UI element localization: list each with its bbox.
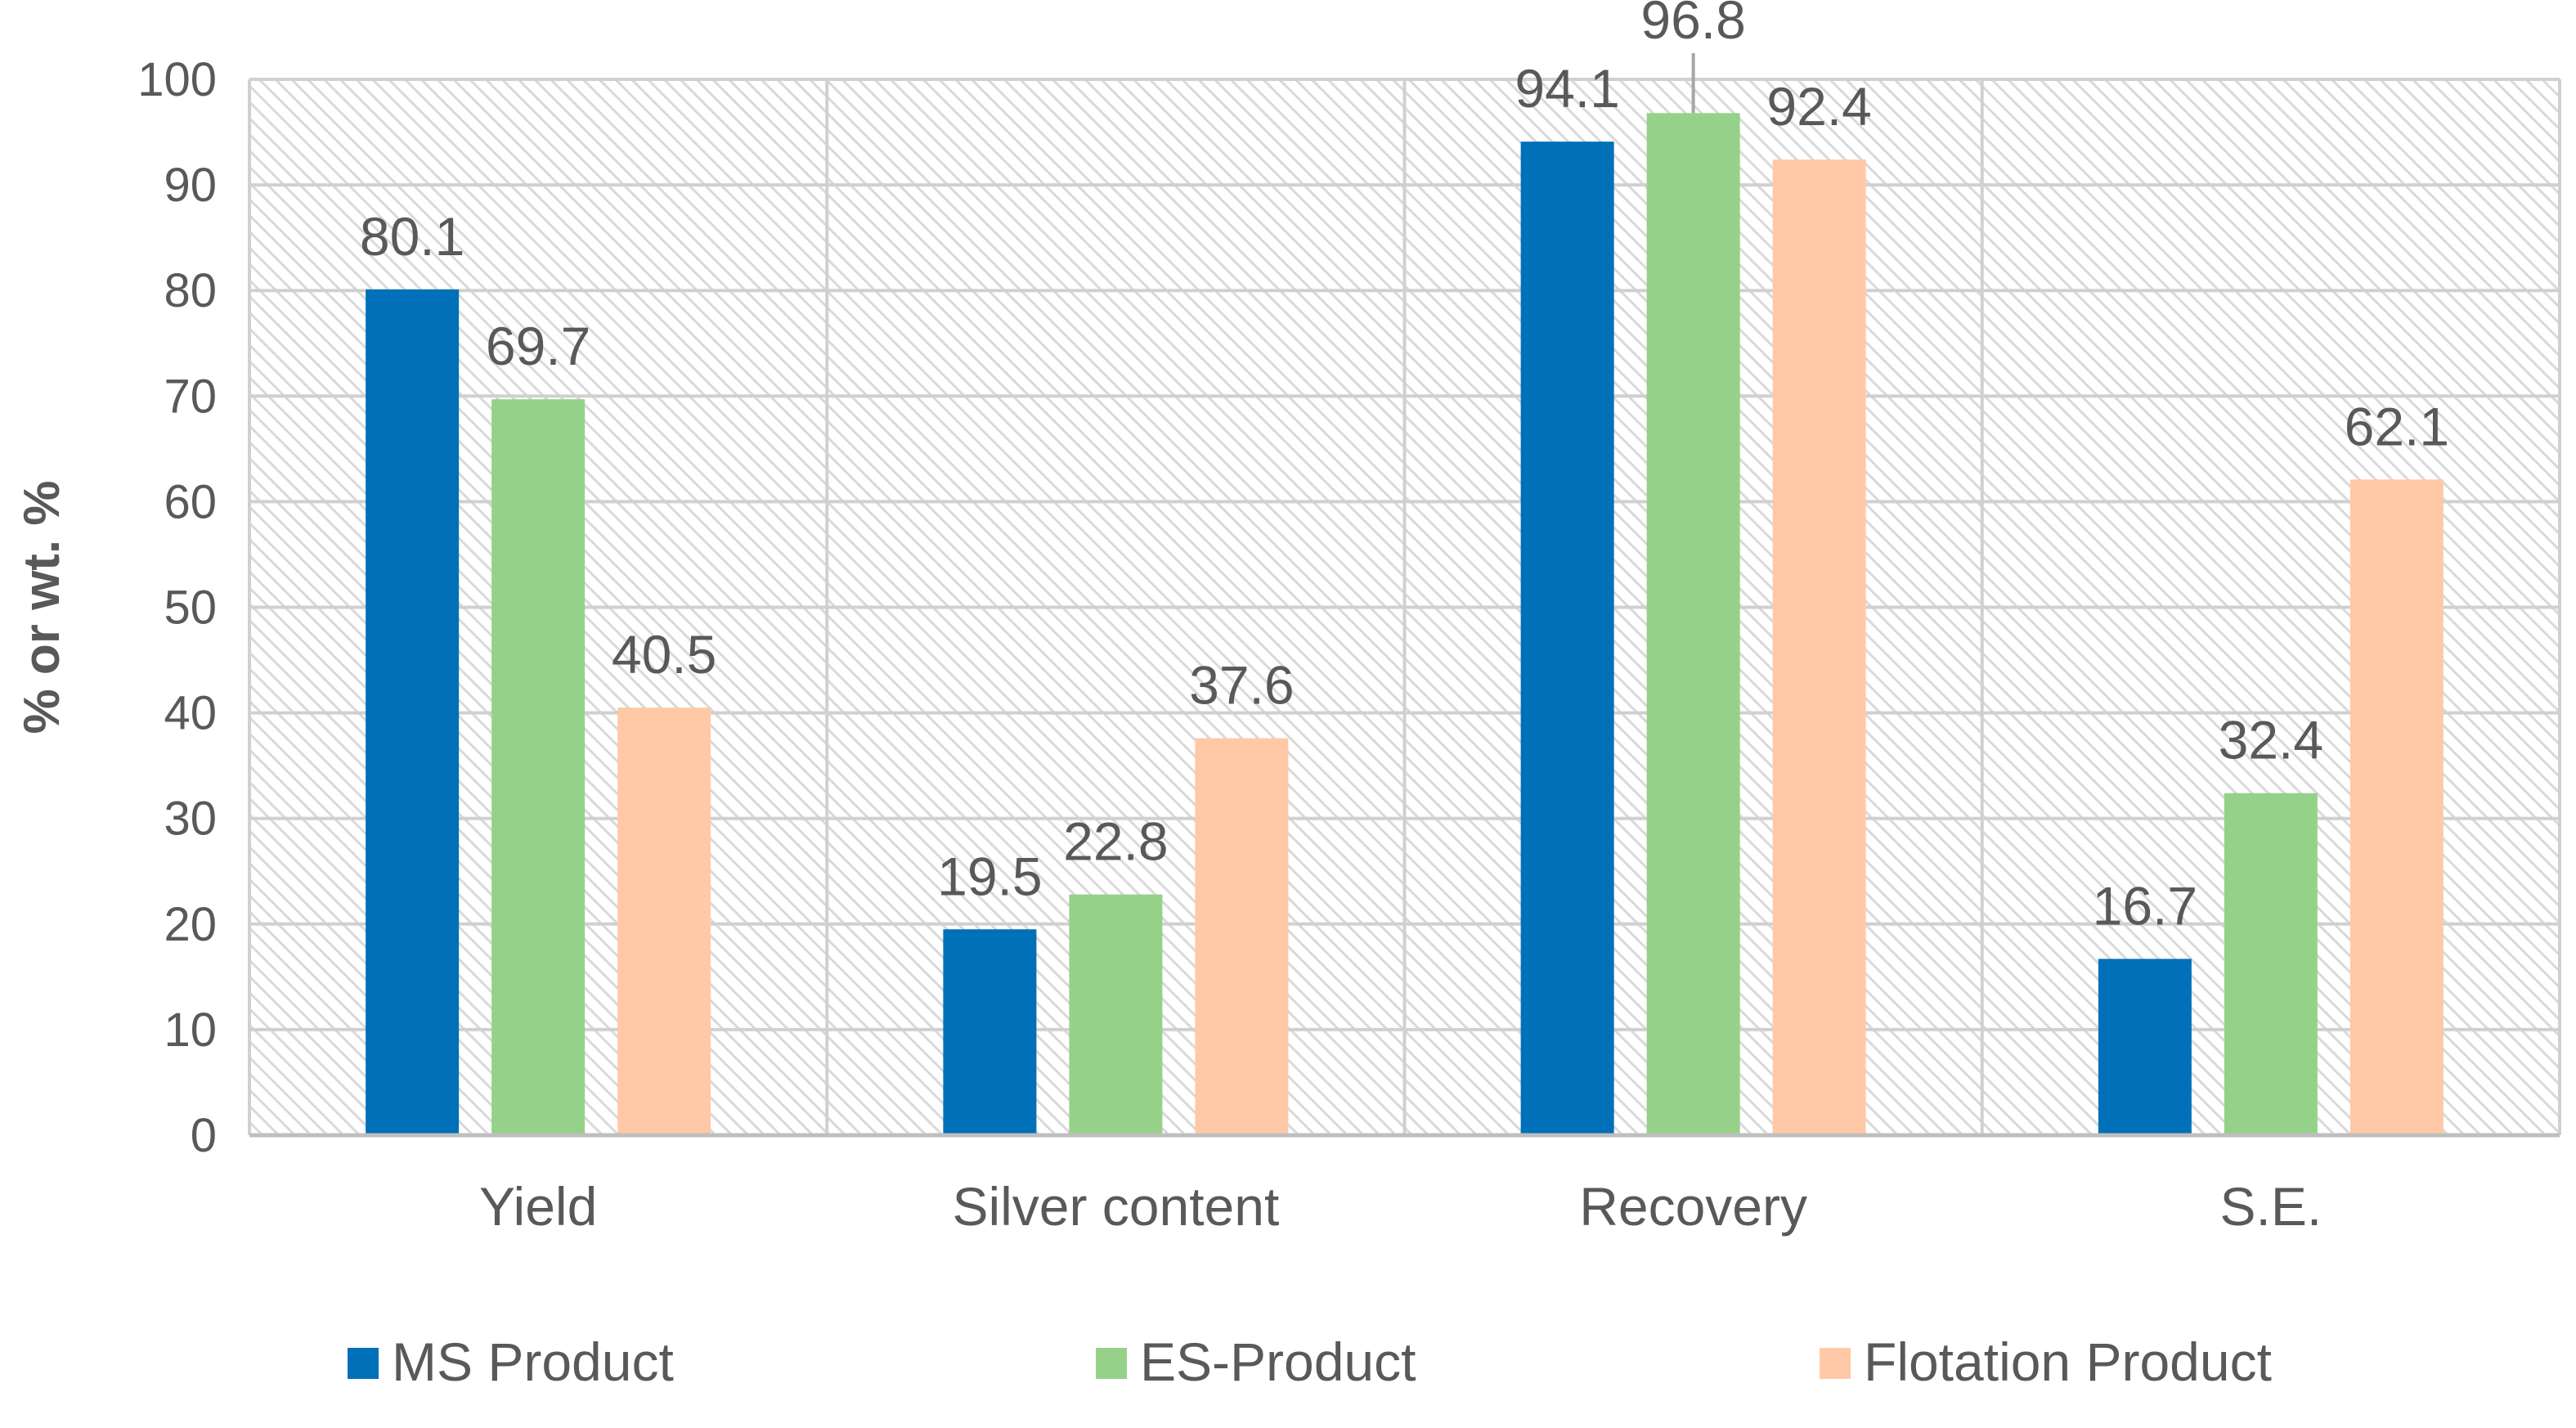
data-label: 32.4 <box>2219 710 2323 770</box>
labels: 0 10 20 30 40 50 60 70 80 90 100 80.1 69.7 40.5 Yield 1… <box>14 0 2449 1237</box>
bar-flotation-product-0 <box>617 707 711 1135</box>
legend-swatch <box>1820 1348 1851 1379</box>
x-category-label: Silver content <box>952 1176 1279 1237</box>
legend-swatch <box>348 1348 379 1379</box>
bars <box>366 113 2444 1136</box>
legend-swatch <box>1096 1348 1127 1379</box>
data-label: 94.1 <box>1515 58 1619 119</box>
y-tick-label: 30 <box>164 793 217 846</box>
data-label: 80.1 <box>360 206 464 267</box>
legend-label: ES-Product <box>1140 1331 1416 1392</box>
legend: MS Product ES-Product Flotation Product <box>348 1331 2272 1392</box>
bar-flotation-product-1 <box>1195 738 1289 1135</box>
bar-es-product-3 <box>2224 793 2318 1135</box>
bar-ms-product-0 <box>366 289 460 1136</box>
y-tick-label: 20 <box>164 898 217 951</box>
data-label: 16.7 <box>2093 875 2197 936</box>
x-category-label: Recovery <box>1579 1176 1807 1237</box>
bar-es-product-2 <box>1646 113 1740 1135</box>
data-label: 19.5 <box>937 846 1042 906</box>
legend-label: MS Product <box>392 1331 674 1392</box>
legend-label: Flotation Product <box>1864 1331 2272 1392</box>
y-tick-label: 0 <box>191 1109 217 1162</box>
data-label: 22.8 <box>1063 811 1168 872</box>
data-label: 40.5 <box>612 624 716 685</box>
y-tick-label: 60 <box>164 475 217 528</box>
y-tick-label: 100 <box>137 53 217 106</box>
bar-ms-product-1 <box>943 929 1037 1135</box>
data-label: 96.8 <box>1640 0 1745 50</box>
x-category-label: Yield <box>479 1176 597 1237</box>
data-label: 62.1 <box>2345 396 2449 456</box>
bar-ms-product-2 <box>1520 141 1614 1136</box>
x-category-label: S.E. <box>2220 1176 2322 1237</box>
y-tick-label: 80 <box>164 264 217 317</box>
y-tick-label: 70 <box>164 370 217 423</box>
y-axis-title: % or wt. % <box>14 480 70 734</box>
y-tick-label: 50 <box>164 582 217 635</box>
y-tick-label: 90 <box>164 159 217 212</box>
data-label: 37.6 <box>1189 655 1294 716</box>
y-tick-label: 10 <box>164 1004 217 1057</box>
bar-es-product-0 <box>491 399 586 1136</box>
bar-es-product-1 <box>1069 894 1163 1135</box>
bar-flotation-product-2 <box>1772 159 1866 1136</box>
data-label: 92.4 <box>1766 76 1871 137</box>
data-label: 69.7 <box>486 316 590 376</box>
y-tick-label: 40 <box>164 687 217 740</box>
bar-ms-product-3 <box>2098 959 2192 1135</box>
bar-flotation-product-3 <box>2349 479 2444 1135</box>
